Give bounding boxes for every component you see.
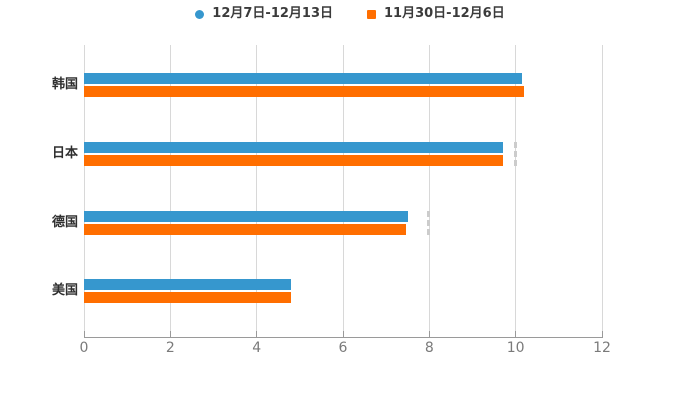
bar xyxy=(84,155,503,166)
legend-marker-square-icon xyxy=(367,9,376,19)
gridline xyxy=(169,45,171,337)
tick-mark xyxy=(83,331,85,337)
bar xyxy=(84,292,292,303)
x-axis-line xyxy=(84,337,603,338)
x-tick-label: 4 xyxy=(252,340,262,356)
tick-mark xyxy=(515,331,517,337)
legend-item-label: 12月7日-12月13日 xyxy=(212,6,333,21)
gridline xyxy=(342,45,344,337)
dashed-end-tick xyxy=(427,211,431,235)
plot-area xyxy=(83,45,603,337)
y-axis-label: 韩国 xyxy=(51,77,78,92)
x-tick-label: 10 xyxy=(506,340,525,356)
bar xyxy=(84,86,525,97)
legend-item-label: 11月30日-12月6日 xyxy=(384,6,505,21)
x-tick-label: 8 xyxy=(424,340,434,356)
tick-mark xyxy=(601,331,603,337)
y-axis-label: 日本 xyxy=(51,146,78,161)
legend-item[interactable]: 11月30日-12月6日 xyxy=(367,5,505,23)
legend-item[interactable]: 12月7日-12月13日 xyxy=(195,5,333,23)
x-tick-label: 2 xyxy=(165,340,175,356)
gridline xyxy=(515,45,517,337)
bar xyxy=(84,142,503,153)
tick-mark xyxy=(342,331,344,337)
bar xyxy=(84,279,292,290)
x-tick-label: 0 xyxy=(79,340,89,356)
legend-marker-circle-icon xyxy=(195,9,205,19)
bar xyxy=(84,224,406,235)
dashed-end-tick xyxy=(513,142,517,166)
x-tick-label: 6 xyxy=(338,340,348,356)
bar xyxy=(84,73,523,84)
gridline xyxy=(601,45,603,337)
gridline xyxy=(428,45,430,337)
gridline xyxy=(256,45,258,337)
gridline xyxy=(83,45,85,337)
tick-mark xyxy=(256,331,258,337)
tick-mark xyxy=(169,331,171,337)
legend: 12月7日-12月13日 11月30日-12月6日 xyxy=(0,5,700,23)
y-axis-label: 德国 xyxy=(51,215,78,230)
x-tick-label: 12 xyxy=(593,340,611,356)
y-axis-label: 美国 xyxy=(51,283,78,298)
tick-mark xyxy=(428,331,430,337)
bar xyxy=(84,211,408,222)
